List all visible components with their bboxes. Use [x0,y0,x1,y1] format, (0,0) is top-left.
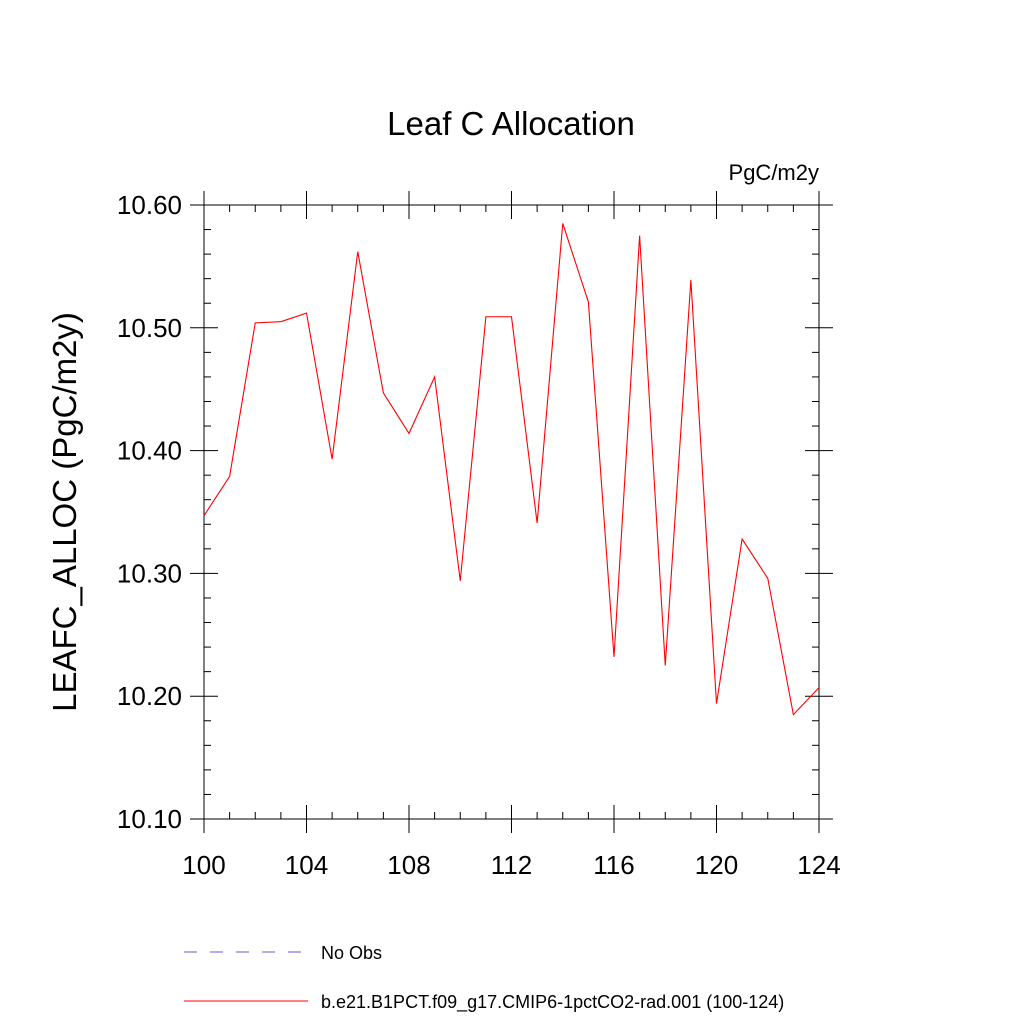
y-tick-label: 10.30 [117,558,182,588]
axes: 100 104 108 112 116 120 124 10.10 10.20 10.30 10.4… [117,190,841,880]
y-axis-label: LEAFC_ALLOC (PgC/m2y) [46,312,83,712]
y-tick-label: 10.20 [117,681,182,711]
chart-title: Leaf C Allocation [387,105,635,142]
x-tick-label: 100 [182,850,225,880]
plot-frame [203,204,820,820]
legend: No Obs b.e21.B1PCT.f09_g17.CMIP6-1pctCO2-… [184,943,784,1013]
x-tick-label: 120 [695,850,738,880]
y-tick-label: 10.60 [117,190,182,220]
x-tick-label: 104 [285,850,328,880]
y-tick-label: 10.50 [117,313,182,343]
x-tick-label: 112 [491,850,532,880]
x-tick-label: 124 [797,850,840,880]
units-label: PgC/m2y [729,160,819,185]
x-tick-label: 116 [593,850,634,880]
series-line [203,223,820,716]
y-tick-label: 10.40 [117,436,182,466]
y-tick-label: 10.10 [117,804,182,834]
series-layer [203,223,820,716]
legend-label: b.e21.B1PCT.f09_g17.CMIP6-1pctCO2-rad.00… [321,992,784,1013]
legend-label: No Obs [321,943,382,963]
x-tick-label: 108 [387,850,430,880]
